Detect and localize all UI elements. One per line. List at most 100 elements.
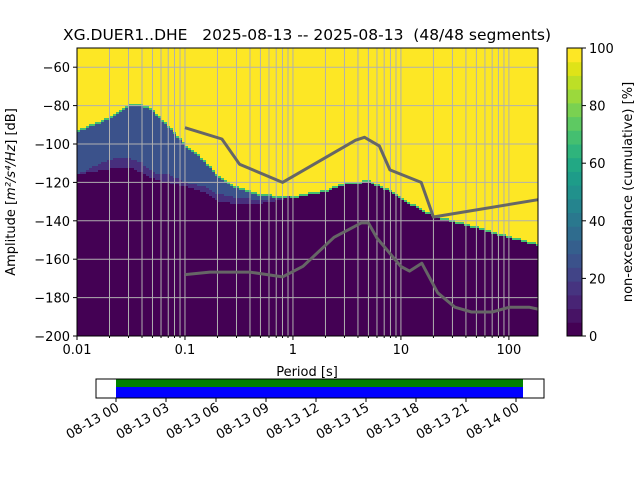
heat-cell-zero	[479, 230, 482, 336]
x-tick-label: 0.01	[63, 343, 92, 358]
heat-cell-high	[170, 48, 173, 128]
colorbar-segment	[567, 226, 582, 241]
heat-cell-high	[413, 48, 416, 204]
heat-cell-transition	[125, 106, 128, 108]
heat-cell-high	[296, 48, 299, 196]
heat-cell-zero	[455, 224, 458, 336]
heat-cell-zero	[386, 190, 389, 336]
heat-cell-transition	[401, 198, 404, 200]
heat-cell-mid	[80, 130, 83, 172]
heat-cell-high	[242, 48, 245, 188]
heat-cell-mid	[215, 176, 218, 194]
heat-cell-zero	[290, 198, 293, 336]
heat-cell-zero	[107, 170, 110, 336]
heat-cell-zero	[200, 192, 203, 336]
heat-cell-transition	[482, 228, 485, 230]
heat-cell-transition	[305, 194, 308, 196]
heat-cell-high	[365, 48, 368, 180]
heat-cell-transition	[101, 120, 104, 122]
heat-cell-mid	[206, 166, 209, 188]
series-line-nhnm	[184, 126, 539, 219]
heat-cell-high	[140, 48, 143, 104]
heat-cell-zero	[332, 188, 335, 336]
heat-cell-zero	[83, 174, 86, 336]
heat-cell-high	[227, 48, 230, 182]
heat-cell-zero	[485, 232, 488, 336]
heat-cell-mid	[140, 106, 143, 162]
heat-cell-transition	[119, 110, 122, 112]
colorbar-segment	[567, 102, 582, 118]
y-tick-label: −180	[34, 292, 70, 307]
heat-cell-high	[431, 48, 434, 214]
heat-cell-mid	[95, 124, 98, 166]
y-tick-label: −120	[34, 176, 70, 191]
heat-cell-zero	[527, 244, 530, 336]
heat-cell-high	[443, 48, 446, 218]
heat-cell-high	[125, 48, 128, 106]
heat-cell-transition	[308, 192, 311, 194]
heat-cell-transition	[170, 128, 173, 130]
heat-cell-transition	[428, 212, 431, 214]
heat-cell-transition	[161, 120, 164, 122]
heat-cell-zero	[104, 170, 107, 336]
heat-cell-zero	[110, 168, 113, 336]
heat-cell-low	[128, 158, 131, 168]
colorbar-segment	[567, 144, 582, 159]
heat-cell-transition	[251, 192, 254, 194]
heat-cell-zero	[506, 238, 509, 336]
heat-cell-high	[503, 48, 506, 234]
heat-cell-low	[149, 170, 152, 178]
heat-cell-low	[251, 200, 254, 204]
heat-cell-transition	[395, 194, 398, 196]
heat-cell-high	[107, 48, 110, 118]
heat-cell-mid	[224, 182, 227, 196]
heat-cell-transition	[461, 222, 464, 224]
heat-cell-transition	[326, 190, 329, 192]
heat-cell-low	[89, 168, 92, 172]
heat-cell-high	[263, 48, 266, 194]
heat-cell-zero	[317, 194, 320, 336]
colorbar-tick-label: 40	[589, 215, 606, 230]
heat-cell-transition	[413, 204, 416, 206]
heat-cell-low	[233, 198, 236, 204]
heat-cell-transition	[440, 218, 443, 220]
heat-cell-transition	[254, 192, 257, 194]
heat-cell-high	[332, 48, 335, 186]
heat-cell-high	[293, 48, 296, 196]
heat-cell-zero	[320, 192, 323, 336]
heat-cell-transition	[338, 184, 341, 186]
colorbar-tick-label: 60	[589, 157, 606, 172]
heat-cell-low	[86, 170, 89, 172]
heat-cell-mid	[245, 192, 248, 198]
heat-cell-transition	[512, 238, 515, 240]
heat-cell-zero	[380, 188, 383, 336]
heat-cell-mid	[86, 128, 89, 170]
heat-cell-zero	[239, 204, 242, 336]
heat-cell-zero	[257, 204, 260, 336]
heat-cell-high	[119, 48, 122, 110]
heat-cell-transition	[140, 104, 143, 106]
heat-cell-high	[257, 48, 260, 194]
heat-cell-high	[461, 48, 464, 222]
heat-cell-zero	[155, 180, 158, 336]
heat-cell-mid	[146, 108, 149, 168]
heat-cell-mid	[251, 194, 254, 200]
heat-cell-transition	[392, 192, 395, 194]
heat-cell-zero	[335, 188, 338, 336]
heat-cell-low	[239, 198, 242, 204]
heat-cell-transition	[527, 242, 530, 244]
heat-cell-transition	[182, 142, 185, 144]
coverage-tick-label: 08-13 12	[264, 400, 322, 442]
heat-cell-mid	[239, 190, 242, 198]
heat-cell-zero	[77, 174, 80, 336]
heat-cell-zero	[98, 170, 101, 336]
y-tick-label: −160	[34, 253, 70, 268]
heat-cell-transition	[191, 150, 194, 152]
y-axis-label: Amplitude [m²/s⁴/Hz] [dB]	[4, 108, 19, 276]
heat-cell-zero	[152, 178, 155, 336]
heat-cell-zero	[269, 202, 272, 336]
heat-cell-transition	[404, 200, 407, 202]
heat-cell-zero	[86, 172, 89, 336]
heat-cell-low	[143, 166, 146, 174]
heat-cell-low	[125, 158, 128, 168]
